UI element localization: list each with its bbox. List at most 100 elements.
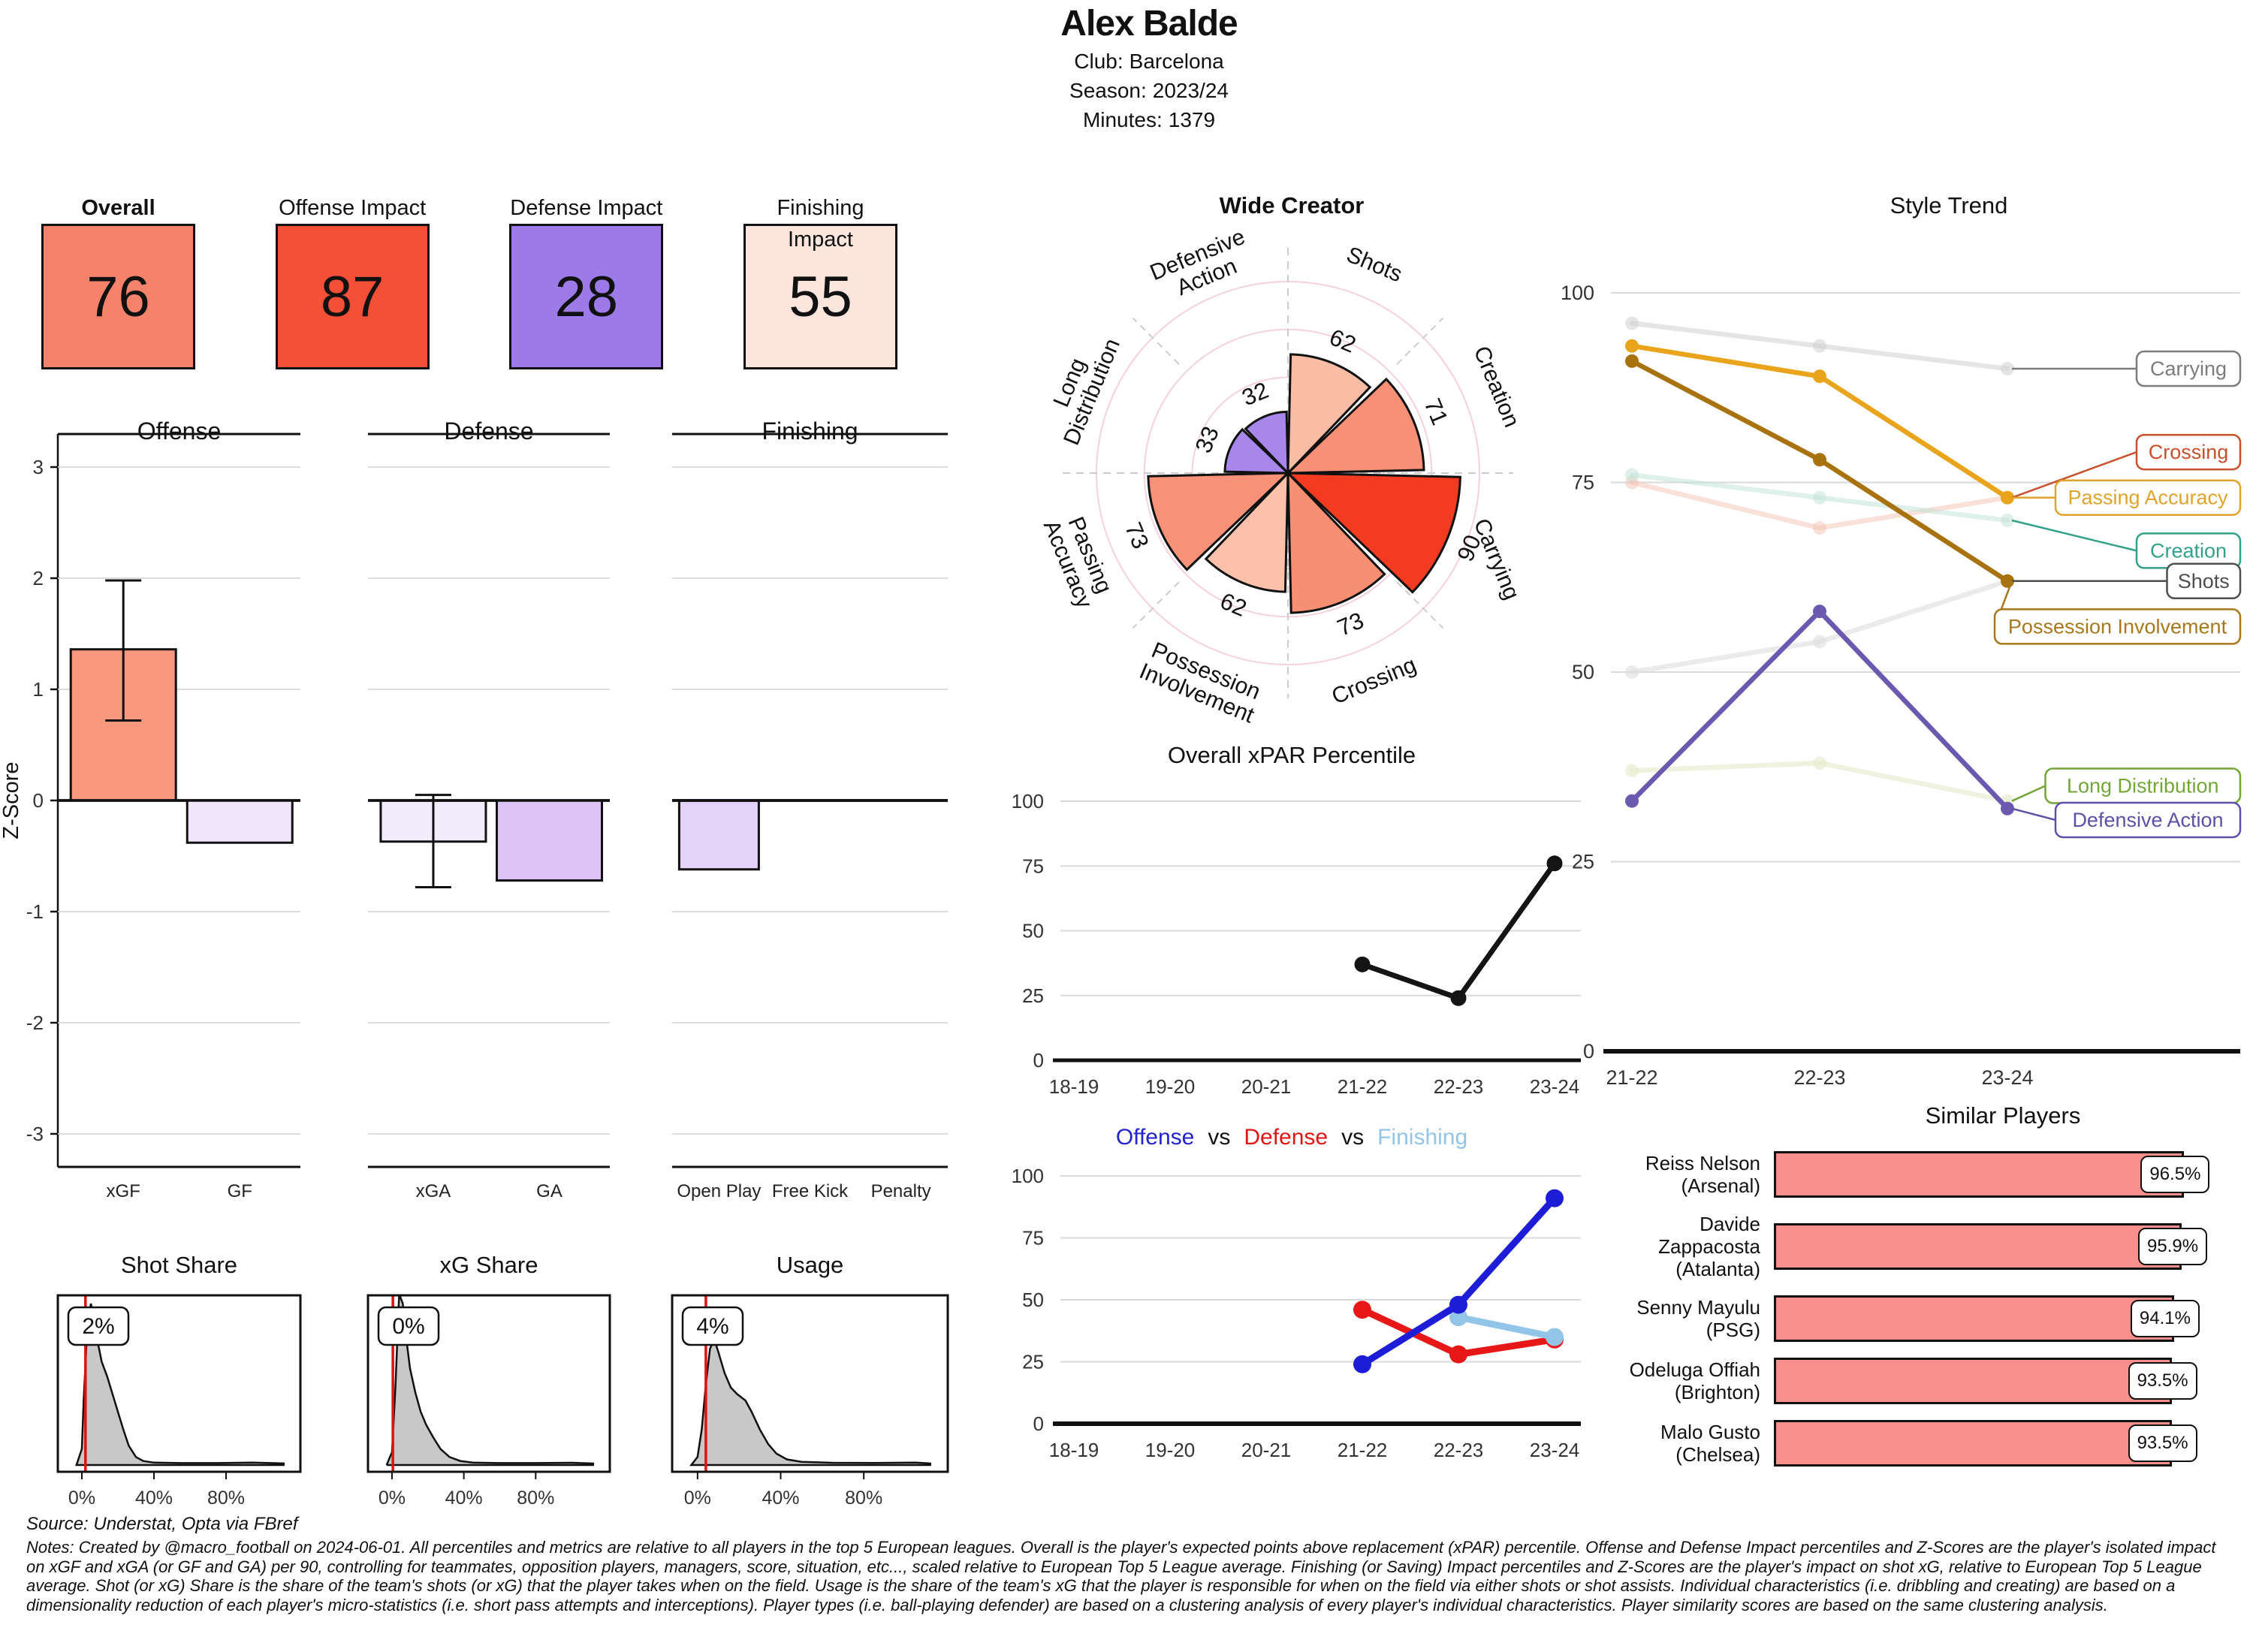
series-point-passing-accuracy — [1813, 369, 1826, 384]
similar-player-name: Davide Zappacosta (Atalanta) — [1658, 1213, 1760, 1280]
x-tick-label: 21-22 — [1338, 1075, 1388, 1098]
similar-player-row-reiss-nelson: Reiss Nelson (Arsenal) 96.5% — [1600, 1150, 2253, 1198]
marker-chip-label: 0% — [392, 1314, 424, 1339]
source-note: Source: Understat, Opta via FBref — [26, 1514, 298, 1534]
impact-card-value: 76 — [86, 264, 150, 329]
series-point-passing-accuracy — [2001, 490, 2014, 505]
radar-axis-diagonal — [1132, 317, 1180, 365]
x-tick-label: 21-22 — [1606, 1066, 1657, 1089]
y-tick-label: 50 — [1572, 661, 1594, 683]
odf-title-word-offense: Offense — [1115, 1125, 1195, 1150]
odf-chart: 0 25 50 75 100 18-19 19-20 20-21 21-22 22-23 23-24 — [1012, 1165, 1581, 1461]
x-axis-label: xGA — [416, 1181, 451, 1201]
series-point-creation — [2001, 514, 2014, 527]
x-tick-label: 40% — [445, 1488, 483, 1509]
x-tick-label: 80% — [517, 1488, 554, 1509]
series-point-overall — [1450, 990, 1467, 1006]
series-point-shots — [1813, 635, 1826, 649]
similar-player-bar — [1774, 1151, 2185, 1198]
x-axis-label: Penalty — [871, 1181, 931, 1201]
club-value: Barcelona — [1129, 50, 1224, 73]
x-axis-label: xGF — [107, 1181, 140, 1201]
similar-player-bar-track: 95.9% — [1774, 1222, 2253, 1271]
dist-panel-border — [366, 1294, 611, 1473]
trend-label-text-creation: Creation — [2150, 539, 2227, 562]
y-axis-tick-label: 2 — [33, 567, 44, 589]
series-point-finishing — [1449, 1308, 1467, 1327]
minutes-value: 1379 — [1168, 108, 1216, 131]
y-tick-label: 100 — [1012, 790, 1044, 812]
trend-label-connector-creation — [2011, 519, 2137, 552]
impact-card-value: 87 — [320, 264, 385, 329]
dist-title-usage: Usage — [777, 1252, 844, 1278]
x-axis-label: Free Kick — [772, 1181, 849, 1201]
trend-label-text-passing-accuracy: Passing Accuracy — [2068, 487, 2228, 509]
radar-title: Wide Creator — [1219, 192, 1365, 219]
radar-wedge-long-distribution — [1223, 427, 1291, 475]
impact-card-overall: Overall 76 — [41, 192, 195, 369]
odf-title-word-finishing: Finishing — [1377, 1125, 1468, 1150]
similar-player-row-senny-mayulu: Senny Mayulu (PSG) 94.1% — [1600, 1295, 2253, 1343]
radar-value-possession-involvement: 62 — [1217, 587, 1250, 622]
radar-wedge-defensive-action — [1244, 410, 1289, 476]
x-axis-label: Open Play — [677, 1181, 761, 1201]
similar-player-row-davide-zappacosta: Davide Zappacosta (Atalanta) 95.9% — [1600, 1213, 2253, 1280]
similarity-score-chip: 95.9% — [2138, 1228, 2208, 1265]
y-axis-tick-label: -3 — [26, 1123, 44, 1145]
x-tick-label: 19-20 — [1145, 1439, 1196, 1461]
similar-player-bar — [1774, 1420, 2172, 1467]
distribution-charts: Shot Share 2% 0% 40% 80% xG Share 0% 0% 40% 80% Us… — [56, 1252, 949, 1509]
impact-cards: Overall 76 Offense Impact 87 Defense Impact 2… — [41, 192, 897, 369]
x-tick-label: 20-21 — [1241, 1075, 1292, 1098]
x-tick-label: 80% — [845, 1488, 882, 1509]
y-tick-label: 100 — [1561, 282, 1594, 304]
zscore-panel-title-offense: Offense — [137, 418, 221, 445]
radar-category-defensive-action: DefensiveAction — [1147, 225, 1258, 308]
impact-card-box: 55 — [743, 224, 897, 369]
radar-wedge-possession-involvement — [1204, 470, 1289, 593]
impact-card-box: 28 — [509, 224, 664, 369]
x-tick-label: 23-24 — [1981, 1066, 2033, 1089]
similar-player-bar — [1774, 1295, 2174, 1342]
radar-wedge-shots — [1286, 353, 1372, 476]
similar-player-bar-track: 96.5% — [1774, 1150, 2253, 1198]
x-tick-label: 0% — [684, 1488, 711, 1509]
series-point-offense — [1353, 1355, 1371, 1373]
header: Alex Balde Club: Barcelona Season: 2023/24… — [811, 3, 1487, 132]
x-tick-label: 22-23 — [1434, 1075, 1484, 1098]
x-axis-label: GF — [228, 1181, 252, 1201]
similar-player-name: Odeluga Offiah (Brighton) — [1629, 1358, 1760, 1403]
series-point-carrying — [2001, 362, 2014, 375]
minutes-line: Minutes: 1379 — [811, 108, 1487, 132]
series-point-defense — [1353, 1301, 1371, 1319]
series-point-crossing — [1813, 521, 1826, 535]
trend-label-box-carrying — [2135, 350, 2242, 387]
similar-player-bar — [1774, 1223, 2182, 1270]
odf-title-separator: vs — [1341, 1125, 1365, 1150]
marker-chip — [377, 1306, 440, 1346]
radar-value-shots: 62 — [1326, 324, 1359, 358]
x-tick-label: 0% — [379, 1488, 406, 1509]
series-line-offense — [1359, 1195, 1558, 1368]
trend-label-box-possession-involvement — [1993, 608, 2242, 645]
zscore-bar-open-play — [677, 799, 760, 871]
radar-wedge-creation — [1285, 377, 1425, 475]
radar-category-passing-accuracy: PassingAccuracy — [1039, 508, 1119, 612]
y-tick-label: 75 — [1572, 472, 1594, 494]
trend-label-connector-defensive-action — [2011, 807, 2056, 821]
dist-panel-border — [671, 1294, 949, 1473]
radar-value-creation: 71 — [1419, 395, 1454, 429]
y-tick-label: 0 — [1033, 1049, 1044, 1072]
radar-wedge-passing-accuracy — [1147, 472, 1291, 571]
x-tick-label: 0% — [68, 1488, 95, 1509]
x-tick-label: 21-22 — [1338, 1439, 1388, 1461]
trend-label-text-carrying: Carrying — [2150, 357, 2227, 380]
density-curve — [689, 1336, 931, 1467]
zscore-panel-title-finishing: Finishing — [762, 418, 858, 445]
series-point-defensive-action — [2001, 801, 2014, 815]
impact-card-label: Finishing Impact — [777, 196, 864, 252]
marker-chip-label: 2% — [82, 1314, 114, 1339]
radar-value-crossing: 73 — [1334, 607, 1368, 641]
zscore-chart: 3 2 1 0 -1 -2 -3 Z-Score Offense xGF GF Defense xGA G… — [0, 418, 948, 1201]
